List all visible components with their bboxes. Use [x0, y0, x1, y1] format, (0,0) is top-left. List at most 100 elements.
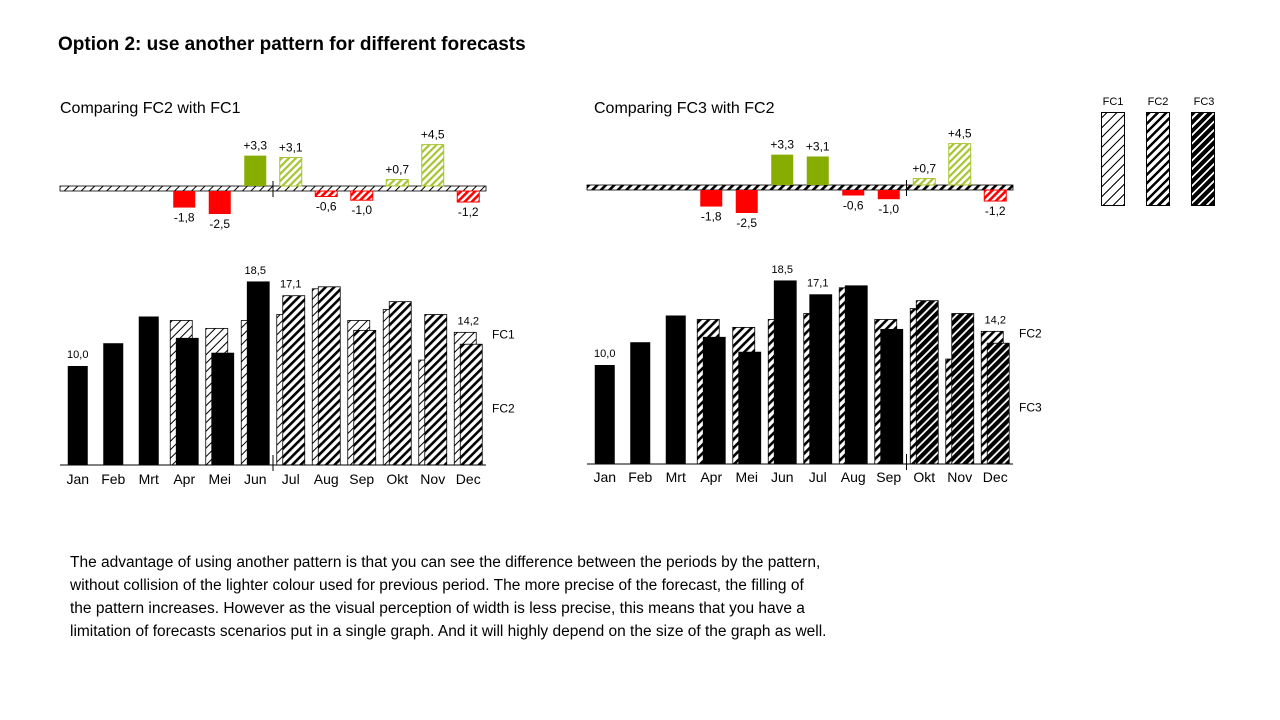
legend-label-fc3: FC3 [1193, 96, 1215, 108]
bar-actual [809, 294, 833, 465]
bar-actual [665, 315, 686, 464]
value-label: 18,5 [245, 265, 266, 277]
description-line: limitation of forecasts scenarios put in… [70, 623, 827, 640]
page-title: Option 2: use another pattern for differ… [58, 34, 526, 55]
variance-bar [806, 156, 829, 185]
variance-bar [173, 191, 196, 208]
bar-actual [773, 280, 797, 465]
value-label: 14,2 [458, 315, 479, 327]
description: The advantage of using another pattern i… [70, 551, 930, 643]
variance-label: -1,8 [174, 211, 195, 225]
variance-bar [983, 189, 1007, 202]
variance-bar [279, 156, 303, 187]
category-label: Dec [456, 471, 481, 487]
variance-bar [948, 143, 972, 186]
legend-swatch-fc2 [1146, 112, 1170, 206]
category-label: Nov [947, 469, 972, 485]
variance-label: +3,3 [243, 139, 267, 153]
category-label: Aug [314, 471, 339, 487]
variance-bar [385, 179, 409, 187]
category-label: Aug [841, 469, 866, 485]
variance-bar [912, 178, 936, 186]
category-label: Jun [244, 471, 267, 487]
series-annotation: FC2 [492, 402, 515, 416]
description-line: the pattern increases. However as the vi… [70, 600, 805, 617]
category-label: Feb [101, 471, 125, 487]
variance-label: -2,5 [209, 217, 230, 231]
series-annotation: FC2 [1019, 326, 1042, 340]
category-label: Sep [876, 469, 901, 485]
description-line: The advantage of using another pattern i… [70, 554, 821, 571]
variance-bar [208, 191, 231, 214]
category-label: Jul [282, 471, 300, 487]
variance-bar [735, 190, 758, 213]
variance-label: +3,1 [279, 140, 303, 154]
bar-actual [630, 342, 651, 464]
variance-label: -0,6 [843, 199, 864, 213]
chart-1-title: Comparing FC2 with FC1 [60, 100, 241, 117]
legend-swatch-fc1 [1101, 112, 1125, 206]
bar-actual [594, 365, 615, 464]
variance-label: -2,5 [736, 216, 757, 230]
variance-label: -1,8 [701, 210, 722, 224]
category-label: Mrt [139, 471, 159, 487]
category-label: Okt [913, 469, 935, 485]
legend-label-fc1: FC1 [1102, 96, 1124, 108]
variance-label: +0,7 [385, 163, 409, 177]
variance-label: -1,0 [351, 203, 372, 217]
bar-actual [103, 343, 124, 465]
category-label: Jan [66, 471, 89, 487]
variance-bar [842, 190, 865, 196]
category-label: Okt [386, 471, 408, 487]
variance-label: +3,1 [806, 139, 830, 153]
bar-actual [738, 351, 762, 465]
variance-bar [244, 155, 267, 186]
category-label: Jan [593, 469, 616, 485]
bar-actual [702, 336, 726, 465]
variance-bar [877, 190, 900, 200]
variance-label: -1,2 [458, 205, 479, 219]
bar-actual [844, 285, 868, 465]
series-annotation: FC1 [492, 327, 515, 341]
value-label: 10,0 [67, 349, 88, 361]
variance-label: +4,5 [948, 127, 972, 141]
category-label: Dec [983, 469, 1008, 485]
variance-label: -0,6 [316, 200, 337, 214]
value-label: 18,5 [772, 264, 793, 276]
category-label: Jun [771, 469, 794, 485]
value-label: 14,2 [985, 314, 1006, 326]
category-label: Feb [628, 469, 652, 485]
legend-swatch-fc3 [1191, 112, 1215, 206]
value-label: 17,1 [280, 279, 301, 291]
category-label: Apr [700, 469, 722, 485]
variance-baseline [586, 184, 1014, 191]
variance-bar [700, 190, 723, 207]
variance-label: -1,2 [985, 204, 1006, 218]
category-label: Jul [809, 469, 827, 485]
variance-label: +3,3 [770, 138, 794, 152]
category-label: Mei [735, 469, 758, 485]
bar-actual [67, 366, 88, 465]
category-label: Nov [420, 471, 445, 487]
description-line: without collision of the lighter colour … [70, 577, 804, 594]
variance-bar [350, 190, 374, 201]
series-annotation: FC3 [1019, 401, 1042, 415]
variance-label: -1,0 [878, 202, 899, 216]
category-label: Apr [173, 471, 195, 487]
bar-forecast [986, 342, 1010, 465]
bar-actual [880, 328, 904, 465]
value-label: 10,0 [594, 348, 615, 360]
variance-label: +0,7 [912, 162, 936, 176]
category-label: Sep [349, 471, 374, 487]
variance-label: +4,5 [421, 128, 445, 142]
chart-2-title: Comparing FC3 with FC2 [594, 100, 775, 117]
variance-bar [314, 190, 338, 198]
bar-forecast [951, 313, 975, 465]
bar-forecast [915, 300, 939, 465]
legend-label-fc2: FC2 [1147, 96, 1169, 108]
variance-bar [456, 190, 480, 203]
category-label: Mrt [666, 469, 686, 485]
variance-bar [771, 154, 794, 185]
